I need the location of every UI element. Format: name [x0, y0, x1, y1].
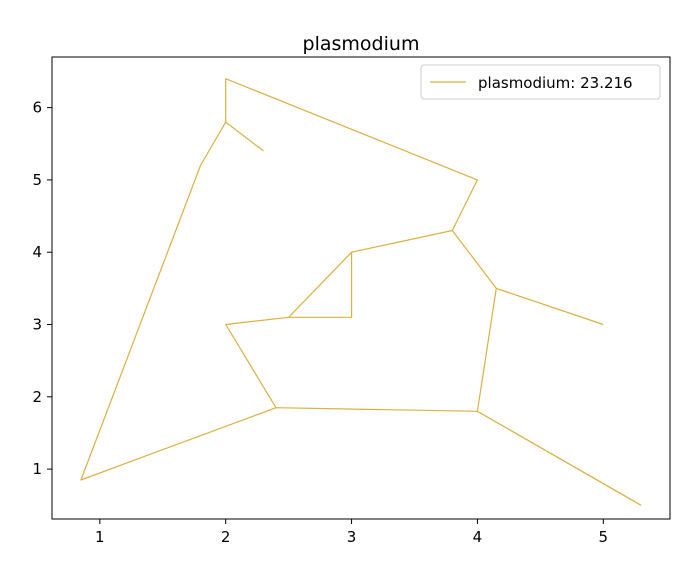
legend-label: plasmodium: 23.216	[478, 74, 633, 92]
y-tick-label: 1	[32, 460, 42, 478]
y-tick-label: 4	[32, 243, 42, 261]
legend-box	[420, 64, 661, 100]
series-line-segment	[288, 229, 453, 318]
ticks-layer: 1 2 3 4 5 1 2 3 4 5 6	[32, 99, 608, 546]
series-line-segment	[80, 121, 642, 506]
y-tick-label: 6	[32, 99, 42, 117]
series-line-segment	[476, 288, 497, 412]
legend: plasmodium: 23.216	[420, 64, 661, 100]
y-tick-label: 2	[32, 388, 42, 406]
y-tick-label: 3	[32, 316, 42, 334]
chart-title: plasmodium	[303, 33, 420, 55]
x-tick-label: 4	[473, 528, 483, 546]
x-tick-label: 3	[347, 528, 357, 546]
axes-frame	[51, 56, 671, 520]
series-line-segment	[225, 316, 289, 409]
x-tick-label: 2	[221, 528, 231, 546]
x-tick-label: 5	[599, 528, 609, 546]
plot-area	[80, 78, 642, 506]
series-line-segment	[225, 78, 604, 326]
y-tick-label: 5	[32, 171, 42, 189]
x-tick-label: 1	[95, 528, 105, 546]
